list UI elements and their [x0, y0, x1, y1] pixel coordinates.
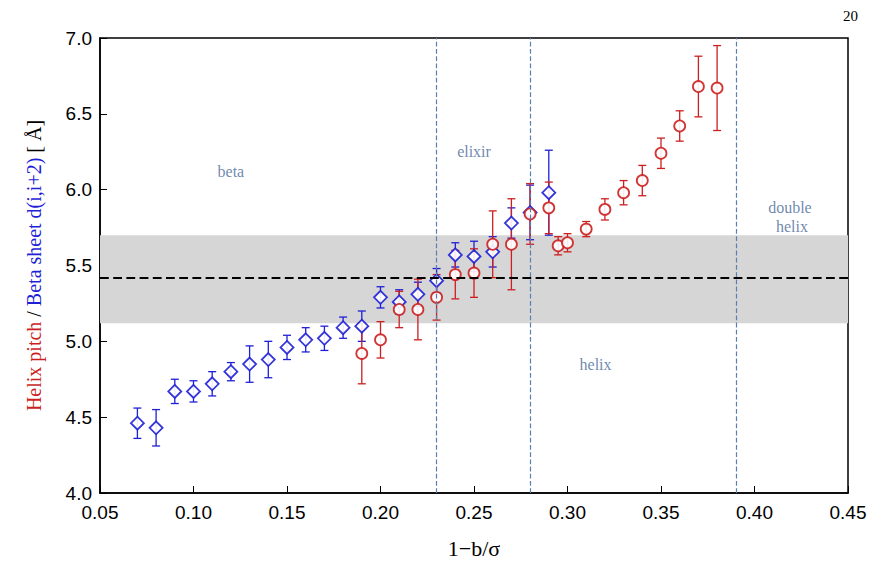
svg-text:0.40: 0.40	[736, 502, 773, 523]
svg-text:0.35: 0.35	[643, 502, 680, 523]
svg-text:0.45: 0.45	[830, 502, 867, 523]
svg-text:helix: helix	[776, 218, 808, 235]
svg-text:Beta sheet d(i,i+2): Beta sheet d(i,i+2)	[23, 158, 46, 306]
svg-text:5.0: 5.0	[66, 331, 92, 352]
svg-text:double: double	[768, 199, 816, 216]
svg-text:7.0: 7.0	[66, 28, 92, 49]
svg-text:4.5: 4.5	[66, 407, 92, 428]
svg-text:0.10: 0.10	[175, 502, 212, 523]
svg-text:0.05: 0.05	[82, 502, 119, 523]
svg-text:6.0: 6.0	[66, 179, 92, 200]
svg-text:4.0: 4.0	[66, 483, 92, 504]
svg-text:0.25: 0.25	[456, 502, 493, 523]
svg-text:elixir: elixir	[457, 143, 491, 160]
svg-text:helix: helix	[580, 356, 612, 373]
svg-text:Helix pitch: Helix pitch	[23, 322, 46, 411]
svg-text:/: /	[23, 306, 45, 322]
svg-text:0.30: 0.30	[549, 502, 586, 523]
svg-text:5.5: 5.5	[66, 255, 92, 276]
svg-text:6.5: 6.5	[66, 103, 92, 124]
svg-text:0.15: 0.15	[269, 502, 306, 523]
svg-text:20: 20	[843, 8, 858, 24]
svg-text:0.20: 0.20	[362, 502, 399, 523]
svg-text:1−b/σ: 1−b/σ	[448, 536, 501, 561]
svg-text:beta: beta	[218, 163, 245, 180]
svg-text:[ Å]: [ Å]	[23, 120, 45, 158]
